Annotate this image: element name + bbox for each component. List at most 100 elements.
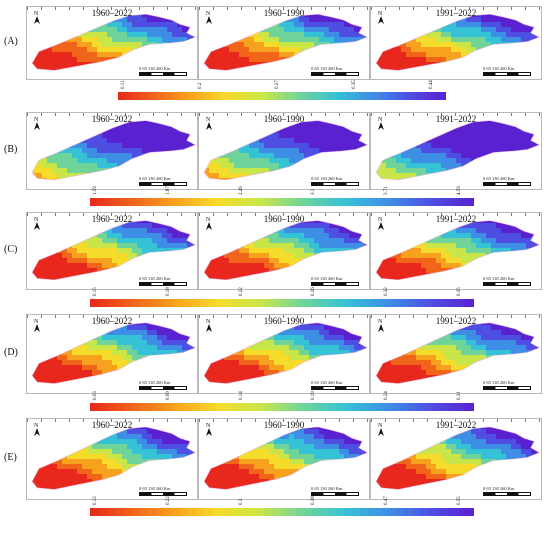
north-arrow-icon: N [204,317,214,333]
row-label: (A) [4,36,26,47]
north-arrow-icon: N [376,317,386,333]
scale-bar: 0 65 130 260 Km [139,66,187,76]
scale-bar: 0 65 130 260 Km [311,380,359,390]
scale-bar-text: 0 65 130 260 Km [139,276,171,281]
colorbar-gradient [90,403,474,411]
colorbar-tick-label: 0.3 [239,499,244,505]
scale-bar-text: 0 65 130 260 Km [311,486,343,491]
panel-period-title: 1960–2022 [27,8,197,18]
north-arrow-icon: N [376,215,386,231]
scale-bar-text: 0 65 130 260 Km [139,66,171,71]
scale-bar: 0 65 130 260 Km [139,380,187,390]
north-arrow-icon: N [32,115,42,131]
north-arrow-icon: N [204,215,214,231]
colorbar-gradient [118,92,446,100]
north-letter: N [206,11,211,17]
colorbar-tick-label: 0.24 [384,391,389,400]
north-arrow-icon: N [204,115,214,131]
north-letter: N [34,319,39,325]
north-letter: N [378,217,383,223]
north-arrow-icon: N [32,215,42,231]
north-letter: N [378,423,383,429]
colorbar-tick-label: 0.44 [429,80,434,89]
north-arrow-icon: N [204,421,214,437]
scale-bar-text: 0 65 130 260 Km [139,486,171,491]
scale-bar-text: 0 65 130 260 Km [483,486,515,491]
panel-period-title: 1960–1990 [199,316,369,326]
colorbar-gradient [90,198,474,206]
row-label: (C) [4,244,26,255]
north-arrow-icon: N [32,317,42,333]
scale-bar-text: 0 65 130 260 Km [483,176,515,181]
scale-bar-text: 0 65 130 260 Km [311,66,343,71]
scale-bar-text: 0 65 130 260 Km [311,276,343,281]
colorbar-tick-label: 4.59 [457,186,462,195]
scale-bar: 0 65 130 260 Km [483,66,531,76]
colorbar-tick-label: 0.22 [166,496,171,505]
colorbar-tick-label: 0.11 [121,80,126,89]
north-letter: N [378,117,383,123]
panel-period-title: 1960–2022 [27,214,197,224]
colorbar-tick-label: 1.59 [93,186,98,195]
colorbar-tick-label: 0.22 [239,287,244,296]
colorbar-tick-label: 0.12 [93,496,98,505]
panel-period-title: 1960–1990 [199,114,369,124]
colorbar-tick-label: 0.31 [457,391,462,400]
scale-bar-text: 0 65 130 260 Km [139,176,171,181]
scale-bar: 0 65 130 260 Km [139,276,187,286]
north-arrow-icon: N [32,9,42,25]
north-letter: N [206,319,211,325]
north-letter: N [378,319,383,325]
scale-bar: 0 65 130 260 Km [483,486,531,496]
colorbar-tick-label: 0.03 [93,391,98,400]
colorbar-tick-label: 0.26 [311,287,316,296]
colorbar-gradient [90,299,474,307]
scale-bar: 0 65 130 260 Km [483,380,531,390]
row-label: (E) [4,452,26,463]
scale-bar: 0 65 130 260 Km [311,486,359,496]
scale-bar: 0 65 130 260 Km [311,276,359,286]
colorbar-tick-label: 3.71 [384,186,389,195]
north-arrow-icon: N [32,421,42,437]
scale-bar-text: 0 65 130 260 Km [483,276,515,281]
north-arrow-icon: N [204,9,214,25]
colorbar-tick-label: 0.18 [166,287,171,296]
scale-bar-text: 0 65 130 260 Km [311,176,343,181]
colorbar-tick-label: 0.38 [311,496,316,505]
colorbar-tick-label: 0.19 [311,391,316,400]
panel-period-title: 1991–2022 [371,114,541,124]
colorbar-tick-label: 0.32 [384,287,389,296]
scale-bar: 0 65 130 260 Km [483,276,531,286]
panel-period-title: 1960–2022 [27,316,197,326]
colorbar-tick-label: 1.87 [166,186,171,195]
panel-period-title: 1960–1990 [199,214,369,224]
colorbar-tick-label: 0.35 [457,287,462,296]
colorbar-tick-label: 0.09 [166,391,171,400]
panel-period-title: 1960–1990 [199,420,369,430]
colorbar-gradient [90,508,474,516]
row-label: (D) [4,347,26,358]
scale-bar: 0 65 130 260 Km [311,176,359,186]
panel-period-title: 1960–2022 [27,114,197,124]
panel-period-title: 1960–1990 [199,8,369,18]
north-arrow-icon: N [376,421,386,437]
north-letter: N [34,217,39,223]
colorbar-tick-label: 0.27 [275,80,280,89]
scale-bar-text: 0 65 130 260 Km [483,380,515,385]
row-label: (B) [4,144,26,155]
north-letter: N [378,11,383,17]
